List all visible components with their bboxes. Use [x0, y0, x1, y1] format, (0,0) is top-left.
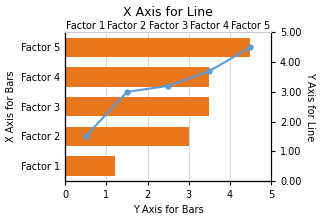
Bar	[65, 127, 189, 146]
Y-axis label: X Axis for Bars: X Axis for Bars	[5, 71, 15, 142]
Y-axis label: Y Axis for Line: Y Axis for Line	[306, 72, 316, 141]
X-axis label: Y Axis for Bars: Y Axis for Bars	[133, 206, 204, 215]
Bar	[65, 156, 115, 176]
Bar	[65, 97, 209, 116]
Title: X Axis for Line: X Axis for Line	[123, 6, 213, 19]
Bar	[65, 67, 209, 87]
Bar	[65, 38, 250, 57]
